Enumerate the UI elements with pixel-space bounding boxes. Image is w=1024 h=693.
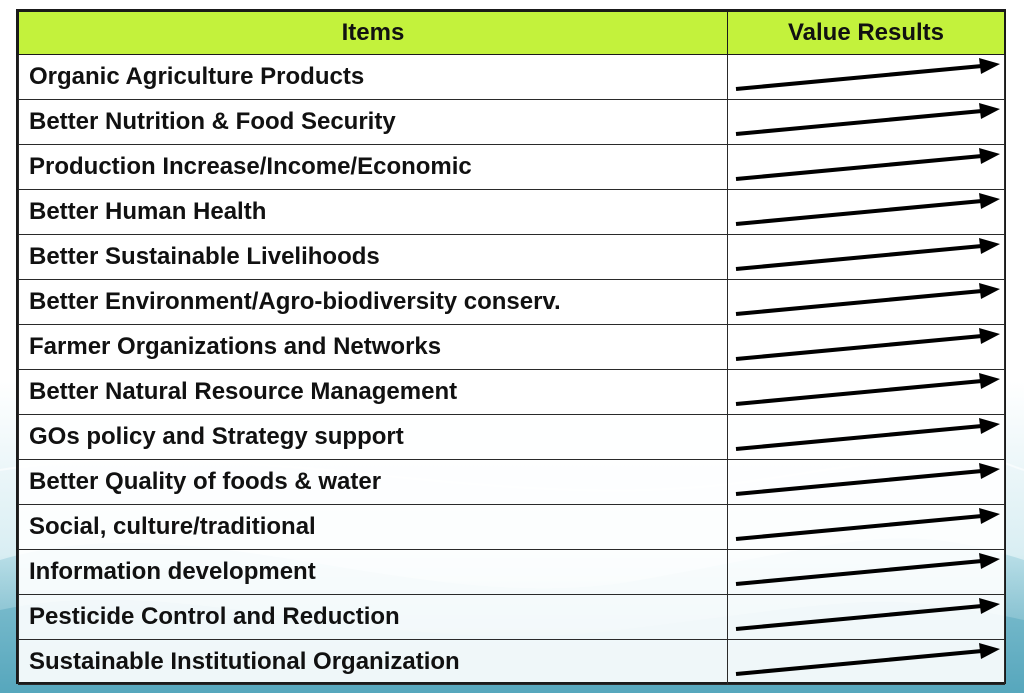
value-result-cell [727, 549, 1005, 595]
items-column-header: Items [18, 11, 728, 55]
table-row: Farmer Organizations and Networks [18, 324, 1005, 370]
upward-arrow-icon [735, 148, 1000, 181]
item-cell: Better Natural Resource Management [18, 369, 728, 415]
value-result-cell [727, 189, 1005, 235]
upward-arrow-icon [735, 418, 1000, 451]
upward-arrow-icon [735, 58, 1000, 91]
table-row: Social, culture/traditional [18, 504, 1005, 550]
upward-arrow-icon [735, 598, 1000, 631]
table-row: Better Sustainable Livelihoods [18, 234, 1005, 280]
value-result-cell [727, 144, 1005, 190]
table-row: Sustainable Institutional Organization [18, 639, 1005, 685]
value-result-cell [727, 594, 1005, 640]
item-cell: Farmer Organizations and Networks [18, 324, 728, 370]
table-row: Better Human Health [18, 189, 1005, 235]
item-cell: Social, culture/traditional [18, 504, 728, 550]
item-cell: Better Quality of foods & water [18, 459, 728, 505]
item-cell: GOs policy and Strategy support [18, 414, 728, 460]
item-cell: Pesticide Control and Reduction [18, 594, 728, 640]
table-row: Information development [18, 549, 1005, 595]
value-result-cell [727, 369, 1005, 415]
value-results-table: Items Value Results Organic Agriculture … [16, 9, 1006, 685]
table-row: Pesticide Control and Reduction [18, 594, 1005, 640]
upward-arrow-icon [735, 553, 1000, 586]
upward-arrow-icon [735, 508, 1000, 541]
value-results-column-header: Value Results [727, 11, 1005, 55]
upward-arrow-icon [735, 463, 1000, 496]
value-result-cell [727, 54, 1005, 100]
value-result-cell [727, 324, 1005, 370]
table-row: Better Environment/Agro-biodiversity con… [18, 279, 1005, 325]
item-cell: Better Human Health [18, 189, 728, 235]
item-cell: Better Nutrition & Food Security [18, 99, 728, 145]
table-header-row: Items Value Results [18, 11, 1005, 55]
item-cell: Better Sustainable Livelihoods [18, 234, 728, 280]
item-cell: Production Increase/Income/Economic [18, 144, 728, 190]
upward-arrow-icon [735, 238, 1000, 271]
value-result-cell [727, 279, 1005, 325]
table-row: Better Nutrition & Food Security [18, 99, 1005, 145]
upward-arrow-icon [735, 328, 1000, 361]
value-result-cell [727, 99, 1005, 145]
value-result-cell [727, 414, 1005, 460]
item-cell: Organic Agriculture Products [18, 54, 728, 100]
upward-arrow-icon [735, 193, 1000, 226]
table-row: Organic Agriculture Products [18, 54, 1005, 100]
upward-arrow-icon [735, 373, 1000, 406]
table-row: Better Quality of foods & water [18, 459, 1005, 505]
table-row: Better Natural Resource Management [18, 369, 1005, 415]
value-result-cell [727, 639, 1005, 685]
value-result-cell [727, 459, 1005, 505]
results-table: Items Value Results Organic Agriculture … [18, 11, 1005, 685]
value-result-cell [727, 504, 1005, 550]
table-body: Organic Agriculture Products Better Nutri… [18, 54, 1005, 685]
table-row: Production Increase/Income/Economic [18, 144, 1005, 190]
item-cell: Sustainable Institutional Organization [18, 639, 728, 685]
upward-arrow-icon [735, 283, 1000, 316]
upward-arrow-icon [735, 643, 1000, 676]
item-cell: Better Environment/Agro-biodiversity con… [18, 279, 728, 325]
value-result-cell [727, 234, 1005, 280]
item-cell: Information development [18, 549, 728, 595]
upward-arrow-icon [735, 103, 1000, 136]
table-row: GOs policy and Strategy support [18, 414, 1005, 460]
